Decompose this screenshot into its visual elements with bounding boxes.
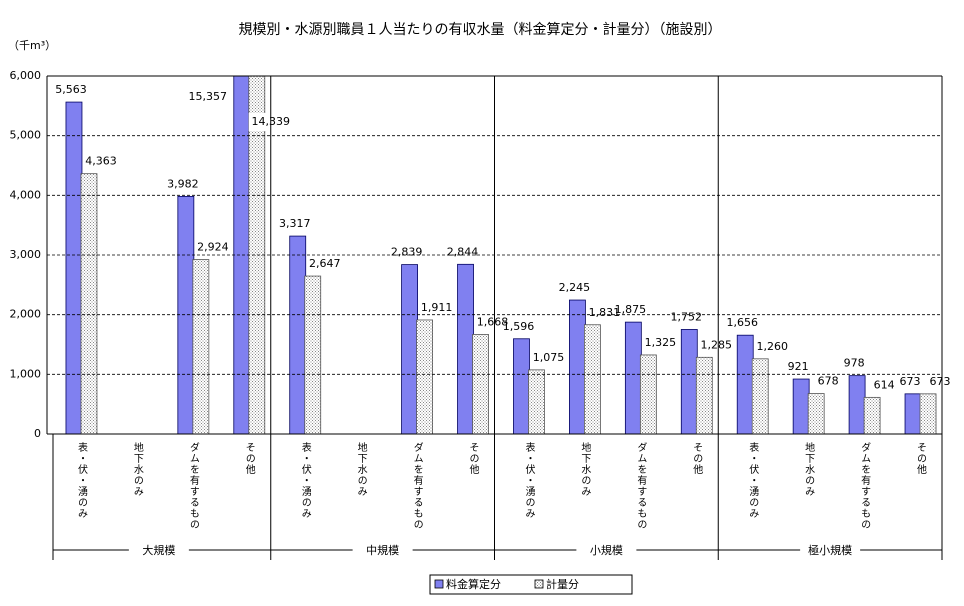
data-label: 921 bbox=[788, 360, 809, 373]
x-tick-label: 表・伏・湧のみ bbox=[747, 441, 759, 519]
data-label: 673 bbox=[930, 375, 951, 388]
bar bbox=[192, 259, 210, 434]
x-tick-label: その他 bbox=[915, 442, 927, 475]
y-tick-label: 6,000 bbox=[10, 69, 42, 82]
data-label: 1,260 bbox=[756, 340, 788, 353]
data-label: 614 bbox=[874, 378, 895, 391]
x-tick-label: ダムを有するもの bbox=[635, 442, 647, 530]
y-axis-label: （千m³） bbox=[8, 39, 56, 52]
x-tick-label: 表・伏・湧のみ bbox=[299, 441, 311, 519]
bar bbox=[792, 378, 810, 434]
bar bbox=[513, 338, 530, 434]
group-label-bg bbox=[576, 542, 637, 558]
data-label: 2,647 bbox=[309, 257, 341, 270]
x-tick-label: ダムを有するもの bbox=[411, 442, 423, 530]
group-label: 極小規模 bbox=[808, 543, 852, 557]
data-label: 2,839 bbox=[391, 246, 423, 259]
data-label: 4,363 bbox=[85, 155, 117, 168]
legend-box bbox=[429, 574, 633, 595]
y-tick-label: 5,000 bbox=[10, 129, 42, 142]
y-tick-label: 0 bbox=[34, 427, 41, 440]
bar bbox=[680, 329, 698, 434]
y-tick-label: 3,000 bbox=[10, 248, 42, 261]
group-label: 小規模 bbox=[590, 543, 623, 557]
bar bbox=[863, 396, 881, 434]
data-label: 15,357 bbox=[189, 90, 228, 103]
x-tick-label: その他 bbox=[691, 442, 703, 475]
bar bbox=[289, 235, 307, 434]
bar bbox=[177, 196, 195, 434]
bar bbox=[807, 393, 825, 434]
bar bbox=[904, 393, 922, 434]
group-label: 大規模 bbox=[142, 543, 175, 557]
bar bbox=[304, 275, 322, 434]
legend-swatch bbox=[534, 579, 544, 589]
data-label: 1,325 bbox=[645, 336, 677, 349]
bar bbox=[80, 173, 98, 434]
data-label: 978 bbox=[844, 357, 865, 370]
x-tick-label: ダムを有するもの bbox=[187, 442, 199, 530]
bar bbox=[248, 76, 266, 434]
y-tick-label: 2,000 bbox=[10, 308, 42, 321]
bar bbox=[457, 263, 474, 434]
legend-swatch bbox=[434, 579, 444, 589]
x-tick-label: 表・伏・湧のみ bbox=[75, 441, 87, 519]
data-label: 1,075 bbox=[533, 351, 565, 364]
data-label: 2,924 bbox=[197, 241, 229, 254]
x-tick-label: 表・伏・湧のみ bbox=[523, 441, 535, 519]
data-label: 673 bbox=[900, 375, 921, 388]
data-label: 1,831 bbox=[589, 306, 621, 319]
data-label: 1,875 bbox=[615, 303, 647, 316]
bar bbox=[624, 321, 642, 434]
bar bbox=[472, 334, 489, 434]
x-tick-label: 地下水のみ bbox=[579, 441, 591, 497]
bar bbox=[584, 324, 601, 434]
group-label-bg bbox=[352, 542, 413, 558]
x-tick-label: 地下水のみ bbox=[131, 441, 143, 497]
legend-label: 料金算定分 bbox=[446, 577, 501, 591]
bar bbox=[695, 356, 713, 434]
label-bg bbox=[185, 88, 230, 106]
x-tick-label: 地下水のみ bbox=[803, 441, 815, 497]
x-tick-label: 地下水のみ bbox=[355, 441, 367, 497]
data-label: 1,668 bbox=[477, 315, 509, 328]
bar bbox=[736, 334, 754, 434]
x-tick-label: ダムを有するもの bbox=[859, 442, 871, 530]
chart-title: 規模別・水源別職員１人当たりの有収水量（料金算定分・計量分）（施設別） bbox=[239, 22, 722, 38]
y-tick-label: 1,000 bbox=[10, 367, 42, 380]
bar bbox=[401, 264, 418, 434]
bar bbox=[65, 101, 83, 434]
data-label: 3,982 bbox=[167, 177, 199, 190]
legend-label: 計量分 bbox=[546, 577, 579, 591]
data-label: 1,285 bbox=[701, 338, 733, 351]
bar bbox=[528, 369, 545, 434]
bar bbox=[848, 375, 866, 434]
bar bbox=[751, 358, 769, 434]
data-label: 1,596 bbox=[503, 320, 535, 333]
y-tick-label: 4,000 bbox=[10, 188, 42, 201]
x-tick-label: その他 bbox=[243, 442, 255, 475]
data-label: 1,656 bbox=[726, 316, 758, 329]
data-label: 678 bbox=[818, 375, 839, 388]
bar bbox=[569, 299, 586, 434]
bar bbox=[233, 76, 251, 434]
data-label: 3,317 bbox=[279, 217, 311, 230]
data-label: 1,911 bbox=[421, 301, 453, 314]
data-label: 5,563 bbox=[55, 83, 87, 96]
data-label: 2,844 bbox=[447, 245, 479, 258]
group-label: 中規模 bbox=[366, 543, 399, 557]
bar bbox=[919, 393, 937, 434]
data-label: 1,752 bbox=[671, 310, 703, 323]
data-label: 2,245 bbox=[559, 281, 591, 294]
group-label-bg bbox=[128, 542, 189, 558]
bar bbox=[416, 319, 433, 434]
x-tick-label: その他 bbox=[467, 442, 479, 475]
group-label-bg bbox=[800, 542, 861, 558]
bar bbox=[639, 354, 657, 434]
